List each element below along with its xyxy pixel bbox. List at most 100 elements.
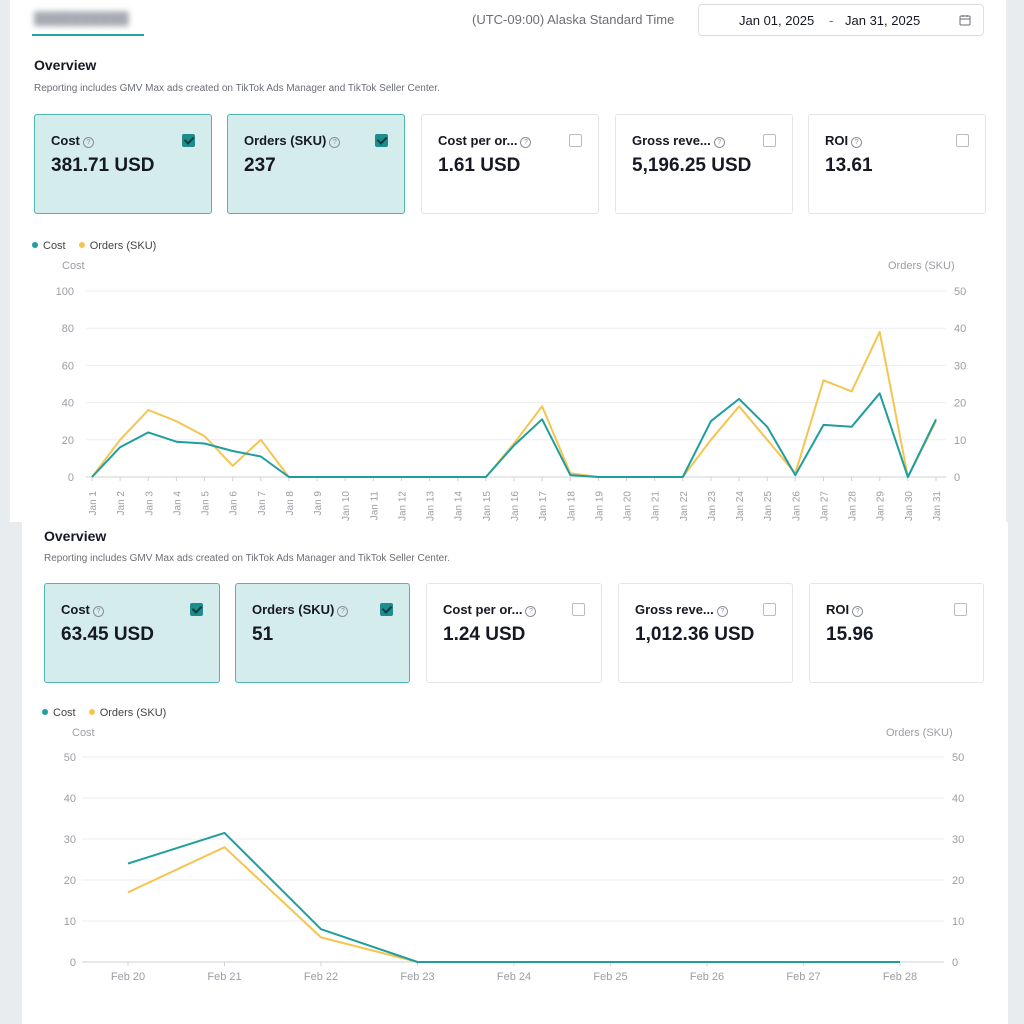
x-tick-label: Jan 17 [538,491,549,521]
y-tick-label-left: 0 [68,472,74,484]
legend-dot-icon [42,709,48,715]
legend-item-cost[interactable]: Cost [32,240,66,252]
metric-card-value: 1.61 USD [438,155,521,176]
legend-label: Cost [43,240,66,252]
metric-card-cost[interactable]: Cost? 63.45 USD [44,583,220,683]
x-tick-label: Jan 21 [651,491,662,521]
overview-panel-february: Overview Reporting includes GMV Max ads … [22,522,1008,1024]
question-circle-icon[interactable]: ? [851,137,863,148]
checkbox-icon[interactable] [182,134,195,147]
checkbox-icon[interactable] [763,134,776,147]
x-tick-label: Jan 7 [257,491,268,516]
x-tick-label: Feb 27 [786,971,820,983]
left-axis-title: Cost [72,727,95,739]
active-tab-indicator [32,34,144,36]
orders-series-line [127,846,900,963]
metric-card-label: Orders (SKU)? [252,602,349,617]
metric-label-text: ROI [825,133,849,148]
question-circle-icon[interactable]: ? [852,606,864,617]
metric-card-label: Orders (SKU)? [244,133,341,148]
x-tick-label: Feb 28 [883,971,917,983]
metric-label-text: Cost [61,602,90,617]
right-axis-title: Orders (SKU) [886,727,953,739]
checkbox-icon[interactable] [190,603,203,616]
question-circle-icon[interactable]: ? [337,606,349,617]
y-tick-label-left: 20 [62,435,74,447]
date-range-picker[interactable]: Jan 01, 2025 - Jan 31, 2025 [698,4,984,36]
question-circle-icon[interactable]: ? [329,137,341,148]
legend-item-cost[interactable]: Cost [42,707,76,719]
x-tick-label: Jan 28 [848,491,859,521]
question-circle-icon[interactable]: ? [82,137,94,148]
metric-card-label: Cost per or...? [438,133,532,148]
x-tick-label: Jan 24 [735,491,746,521]
metric-card-value: 237 [244,155,276,176]
checkbox-icon[interactable] [956,134,969,147]
metric-card-gross-revenue[interactable]: Gross reve...? 5,196.25 USD [615,114,793,214]
metric-card-value: 1.24 USD [443,624,526,645]
metric-card-value: 15.96 [826,624,874,645]
store-name-tab-blurred[interactable]: ▓▓▓▓▓▓▓▓▓▓ [34,10,129,25]
y-tick-label-left: 40 [64,793,76,805]
x-tick-label: Jan 9 [313,491,324,516]
question-circle-icon[interactable]: ? [716,606,728,617]
x-tick-label: Jan 12 [397,491,408,521]
checkbox-icon[interactable] [763,603,776,616]
metric-card-cost-per-order[interactable]: Cost per or...? 1.61 USD [421,114,599,214]
question-circle-icon[interactable]: ? [520,137,532,148]
chart-legend: Cost Orders (SKU) [42,707,176,719]
y-tick-label-left: 80 [62,323,74,335]
checkbox-icon[interactable] [375,134,388,147]
end-date: Jan 31, 2025 [845,13,921,28]
chart-legend: Cost Orders (SKU) [32,240,166,252]
x-tick-label: Jan 8 [285,491,296,516]
x-tick-label: Feb 20 [111,971,145,983]
legend-item-orders[interactable]: Orders (SKU) [88,707,166,719]
x-tick-label: Jan 13 [426,491,437,521]
y-tick-label-right: 0 [954,472,960,484]
metric-card-cost[interactable]: Cost? 381.71 USD [34,114,212,214]
x-tick-label: Jan 16 [510,491,521,521]
y-tick-label-right: 0 [952,957,958,969]
metric-card-orders[interactable]: Orders (SKU)? 51 [235,583,410,683]
checkbox-icon[interactable] [569,134,582,147]
x-tick-label: Jan 27 [819,491,830,521]
metric-card-cost-per-order[interactable]: Cost per or...? 1.24 USD [426,583,602,683]
x-tick-label: Feb 26 [690,971,724,983]
x-tick-label: Jan 30 [904,491,915,521]
metric-card-gross-revenue[interactable]: Gross reve...? 1,012.36 USD [618,583,793,683]
metric-card-value: 5,196.25 USD [632,155,752,176]
overview-title: Overview [34,57,97,73]
cost-series-line [127,831,900,963]
metric-card-roi[interactable]: ROI? 13.61 [808,114,986,214]
y-tick-label-right: 30 [954,360,966,372]
legend-label: Cost [53,707,76,719]
metric-label-text: Gross reve... [632,133,711,148]
legend-dot-icon [78,242,85,248]
metric-card-roi[interactable]: ROI? 15.96 [809,583,984,683]
question-circle-icon[interactable]: ? [713,137,725,148]
left-axis-title: Cost [62,260,85,272]
x-tick-label: Jan 6 [229,491,240,516]
metric-card-label: Cost per or...? [443,602,537,617]
x-tick-label: Jan 29 [876,491,887,521]
checkbox-icon[interactable] [380,603,393,616]
question-circle-icon[interactable]: ? [92,606,104,617]
timezone-label: (UTC-09:00) Alaska Standard Time [472,12,675,27]
legend-item-orders[interactable]: Orders (SKU) [78,240,157,252]
x-tick-label: Jan 19 [594,491,605,521]
legend-dot-icon [88,709,95,715]
metric-card-orders[interactable]: Orders (SKU)? 237 [227,114,405,214]
right-axis-title: Orders (SKU) [888,260,955,272]
x-tick-label: Jan 10 [341,491,352,521]
y-tick-label-right: 40 [952,793,964,805]
x-tick-label: Jan 26 [791,491,802,521]
x-tick-label: Jan 14 [454,491,465,521]
metric-label-text: ROI [826,602,850,617]
checkbox-icon[interactable] [572,603,585,616]
checkbox-icon[interactable] [954,603,967,616]
legend-label: Orders (SKU) [89,240,157,252]
x-tick-label: Jan 4 [172,491,183,516]
overview-title: Overview [44,528,107,544]
question-circle-icon[interactable]: ? [525,606,537,617]
